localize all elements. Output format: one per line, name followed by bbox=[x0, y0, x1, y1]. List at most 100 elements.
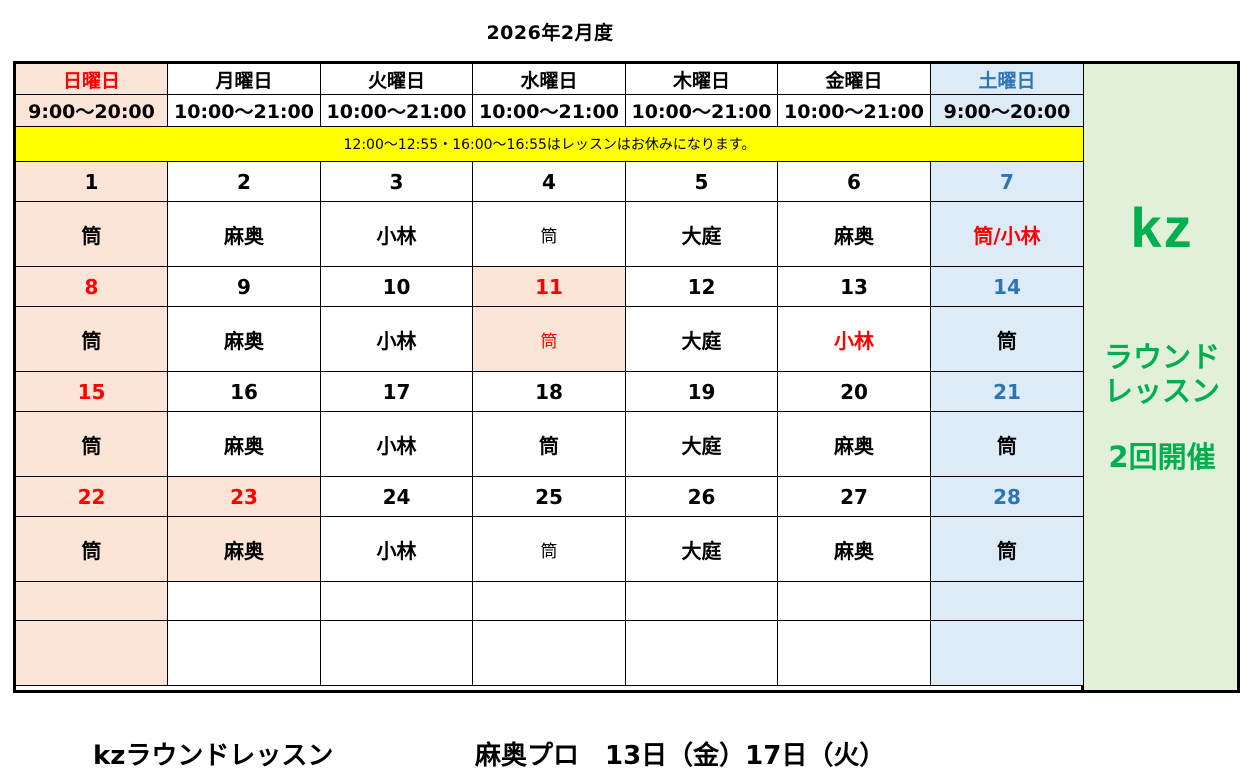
date-cell: 28 bbox=[930, 476, 1084, 517]
kz-logo: kz bbox=[1130, 196, 1194, 259]
weekday-thu: 木曜日 bbox=[625, 63, 778, 95]
weekday-row: 日曜日 月曜日 火曜日 水曜日 木曜日 金曜日 土曜日 bbox=[15, 63, 1084, 95]
empty-cell bbox=[167, 620, 321, 686]
date-row: 1 2 3 4 5 6 7 bbox=[15, 161, 1084, 202]
weekday-mon: 月曜日 bbox=[167, 63, 321, 95]
instructor-cell: 筒 bbox=[472, 411, 626, 477]
empty-cell bbox=[167, 581, 321, 621]
date-cell: 24 bbox=[320, 476, 473, 517]
date-cell: 6 bbox=[777, 161, 931, 202]
instructor-cell: 小林 bbox=[320, 516, 473, 582]
side-line-count: 2回開催 bbox=[1108, 440, 1216, 474]
hours-cell: 9:00～20:00 bbox=[15, 94, 168, 127]
date-cell: 1 bbox=[15, 161, 168, 202]
empty-cell bbox=[777, 581, 931, 621]
date-cell: 9 bbox=[167, 266, 321, 307]
page-title: 2026年2月度 bbox=[486, 22, 614, 44]
empty-cell bbox=[15, 581, 168, 621]
date-cell: 12 bbox=[625, 266, 778, 307]
weekday-sat: 土曜日 bbox=[930, 63, 1084, 95]
instructor-cell: 麻奥 bbox=[777, 411, 931, 477]
date-cell: 4 bbox=[472, 161, 626, 202]
date-cell: 3 bbox=[320, 161, 473, 202]
date-row: 15 16 17 18 19 20 21 bbox=[15, 371, 1084, 412]
instructor-cell: 麻奥 bbox=[777, 516, 931, 582]
instructor-cell: 筒 bbox=[15, 201, 168, 267]
empty-row bbox=[15, 620, 1084, 686]
side-line-round: ラウンド bbox=[1103, 340, 1220, 374]
notice-row: 12:00～12:55・16:00～16:55はレッスンはお休みになります。 bbox=[15, 126, 1084, 162]
empty-cell bbox=[15, 620, 168, 686]
instructor-cell: 筒 bbox=[930, 411, 1084, 477]
date-cell: 21 bbox=[930, 371, 1084, 412]
instructor-cell: 筒 bbox=[472, 306, 626, 372]
instructor-cell: 大庭 bbox=[625, 516, 778, 582]
date-row: 22 23 24 25 26 27 28 bbox=[15, 476, 1084, 517]
instructor-row: 筒 麻奥 小林 筒 大庭 麻奥 筒 bbox=[15, 411, 1084, 477]
hours-cell: 10:00～21:00 bbox=[472, 94, 626, 127]
hours-cell: 10:00～21:00 bbox=[167, 94, 321, 127]
date-cell: 25 bbox=[472, 476, 626, 517]
empty-cell bbox=[930, 620, 1084, 686]
date-cell: 5 bbox=[625, 161, 778, 202]
weekday-wed: 水曜日 bbox=[472, 63, 626, 95]
instructor-cell: 大庭 bbox=[625, 306, 778, 372]
instructor-cell: 大庭 bbox=[625, 411, 778, 477]
instructor-cell: 麻奥 bbox=[167, 411, 321, 477]
instructor-cell: 筒 bbox=[15, 411, 168, 477]
instructor-cell: 筒 bbox=[472, 516, 626, 582]
instructor-row: 筒 麻奥 小林 筒 大庭 小林 筒 bbox=[15, 306, 1084, 372]
instructor-cell: 麻奥 bbox=[167, 306, 321, 372]
date-cell: 22 bbox=[15, 476, 168, 517]
instructor-cell: 筒/小林 bbox=[930, 201, 1084, 267]
date-cell: 27 bbox=[777, 476, 931, 517]
instructor-cell: 麻奥 bbox=[777, 201, 931, 267]
instructor-row: 筒 麻奥 小林 筒 大庭 麻奥 筒 bbox=[15, 516, 1084, 582]
instructor-cell: 麻奥 bbox=[167, 201, 321, 267]
hours-cell: 10:00～21:00 bbox=[625, 94, 778, 127]
weekday-sun: 日曜日 bbox=[15, 63, 168, 95]
hours-cell: 9:00～20:00 bbox=[930, 94, 1084, 127]
date-cell: 20 bbox=[777, 371, 931, 412]
notice-banner: 12:00～12:55・16:00～16:55はレッスンはお休みになります。 bbox=[15, 126, 1084, 162]
instructor-cell: 筒 bbox=[15, 516, 168, 582]
empty-cell bbox=[472, 620, 626, 686]
empty-cell bbox=[320, 581, 473, 621]
empty-cell bbox=[625, 620, 778, 686]
date-cell: 11 bbox=[472, 266, 626, 307]
date-cell: 13 bbox=[777, 266, 931, 307]
date-row: 8 9 10 11 12 13 14 bbox=[15, 266, 1084, 307]
weekday-tue: 火曜日 bbox=[320, 63, 473, 95]
instructor-cell: 筒 bbox=[15, 306, 168, 372]
instructor-cell: 麻奥 bbox=[167, 516, 321, 582]
date-cell: 7 bbox=[930, 161, 1084, 202]
weekday-fri: 金曜日 bbox=[777, 63, 931, 95]
empty-cell bbox=[625, 581, 778, 621]
empty-cell bbox=[930, 581, 1084, 621]
instructor-cell: 筒 bbox=[930, 306, 1084, 372]
hours-cell: 10:00～21:00 bbox=[777, 94, 931, 127]
date-cell: 23 bbox=[167, 476, 321, 517]
date-cell: 18 bbox=[472, 371, 626, 412]
date-cell: 17 bbox=[320, 371, 473, 412]
hours-cell: 10:00～21:00 bbox=[320, 94, 473, 127]
instructor-cell: 筒 bbox=[930, 516, 1084, 582]
empty-cell bbox=[777, 620, 931, 686]
side-line-lesson: レッスン bbox=[1103, 374, 1220, 408]
instructor-cell: 小林 bbox=[777, 306, 931, 372]
date-cell: 26 bbox=[625, 476, 778, 517]
empty-row bbox=[15, 581, 1084, 621]
calendar-table: 日曜日 月曜日 火曜日 水曜日 木曜日 金曜日 土曜日 9:00～20:00 1… bbox=[15, 63, 1084, 686]
instructor-row: 筒 麻奥 小林 筒 大庭 麻奥 筒/小林 bbox=[15, 201, 1084, 267]
date-cell: 15 bbox=[15, 371, 168, 412]
footer-event-dates: 麻奥プロ 13日（金）17日（火） bbox=[475, 741, 886, 771]
empty-cell bbox=[320, 620, 473, 686]
instructor-cell: 大庭 bbox=[625, 201, 778, 267]
instructor-cell: 小林 bbox=[320, 411, 473, 477]
date-cell: 2 bbox=[167, 161, 321, 202]
instructor-cell: 小林 bbox=[320, 201, 473, 267]
date-cell: 8 bbox=[15, 266, 168, 307]
hours-row: 9:00～20:00 10:00～21:00 10:00～21:00 10:00… bbox=[15, 94, 1084, 127]
date-cell: 19 bbox=[625, 371, 778, 412]
instructor-cell: 筒 bbox=[472, 201, 626, 267]
